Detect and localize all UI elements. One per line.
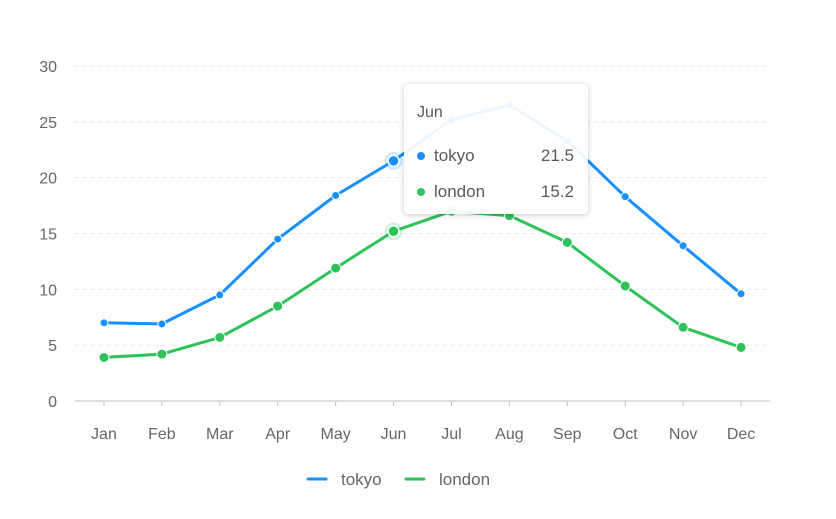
- x-tick-label: Jan: [91, 426, 117, 443]
- data-point-london[interactable]: [619, 280, 631, 292]
- x-tick-label: Feb: [148, 426, 176, 443]
- data-point-london[interactable]: [156, 348, 168, 360]
- tooltip-row-tokyo: tokyo 21.5: [417, 138, 574, 174]
- x-tick-label: Sep: [553, 426, 582, 443]
- x-tick-label: Mar: [206, 426, 234, 443]
- data-point-tokyo[interactable]: [736, 289, 746, 299]
- x-tick-label: Aug: [495, 426, 523, 443]
- data-point-london[interactable]: [677, 321, 689, 333]
- x-tick-label: Nov: [669, 426, 697, 443]
- legend[interactable]: tokyo london: [306, 470, 490, 489]
- data-point-london[interactable]: [272, 300, 284, 312]
- x-tick-label: Jul: [441, 426, 461, 443]
- x-tick-label: Oct: [613, 426, 638, 443]
- data-point-tokyo[interactable]: [331, 191, 341, 201]
- series-line-london: [102, 209, 743, 359]
- tooltip-title: Jun: [417, 104, 443, 121]
- y-tick-label: 25: [39, 115, 57, 132]
- data-point-london[interactable]: [387, 225, 400, 238]
- data-point-tokyo[interactable]: [157, 319, 167, 329]
- x-axis: [75, 400, 770, 406]
- y-tick-label: 20: [39, 171, 57, 188]
- x-tick-label: Jun: [381, 426, 407, 443]
- x-tick-label: Dec: [727, 426, 755, 443]
- data-point-london[interactable]: [330, 262, 342, 274]
- y-tick-label: 5: [48, 338, 57, 355]
- data-point-tokyo[interactable]: [215, 290, 225, 300]
- legend-label: london: [439, 470, 490, 489]
- y-tick-label: 15: [39, 227, 57, 244]
- data-point-tokyo[interactable]: [678, 241, 688, 251]
- tooltip: Jun tokyo 21.5 london 15.2: [404, 84, 588, 214]
- data-point-tokyo[interactable]: [387, 154, 400, 168]
- data-point-london[interactable]: [561, 236, 573, 248]
- y-tick-label: 30: [39, 59, 57, 76]
- tooltip-series-name: london: [434, 182, 486, 201]
- data-point-tokyo[interactable]: [273, 234, 283, 244]
- y-tick-label: 10: [39, 282, 57, 299]
- y-axis: 0 5 10 15 20 25 30: [39, 59, 57, 411]
- legend-item-london[interactable]: london: [404, 470, 490, 489]
- data-point-london[interactable]: [98, 351, 110, 363]
- legend-item-tokyo[interactable]: tokyo: [306, 470, 382, 489]
- y-tick-label: 0: [48, 394, 57, 411]
- tooltip-series-value: 15.2: [540, 182, 574, 201]
- data-point-london[interactable]: [735, 341, 747, 353]
- tooltip-marker-tokyo: [417, 152, 425, 160]
- data-point-tokyo[interactable]: [620, 192, 630, 202]
- x-tick-label: May: [321, 426, 351, 443]
- x-axis-labels: Jan Feb Mar Apr May Jun Jul Aug Sep Oct Nov Dec: [91, 426, 755, 443]
- tooltip-series-value: 21.5: [540, 146, 574, 165]
- tooltip-series-name: tokyo: [434, 146, 475, 165]
- x-tick-label: Apr: [265, 426, 291, 443]
- tooltip-row-london: london 15.2: [417, 174, 574, 210]
- data-point-tokyo[interactable]: [99, 318, 109, 328]
- tooltip-marker-london: [417, 188, 425, 196]
- data-point-london[interactable]: [214, 331, 226, 343]
- legend-label: tokyo: [341, 470, 382, 489]
